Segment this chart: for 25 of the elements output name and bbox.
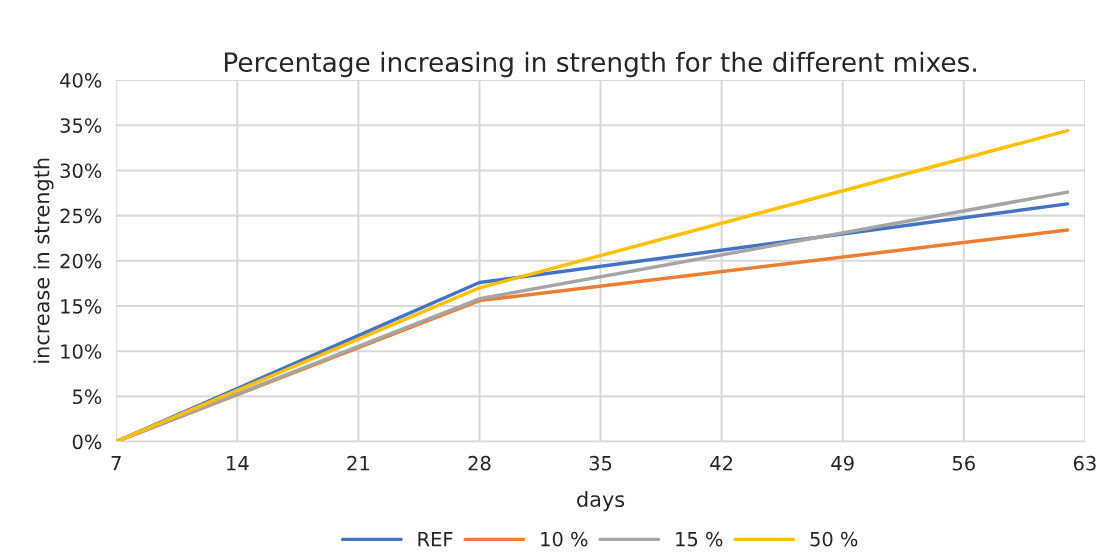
y-tick-label: 20% bbox=[60, 253, 102, 269]
legend-label: 50 % bbox=[810, 531, 858, 547]
y-tick-label: 0% bbox=[72, 434, 102, 450]
x-axis-title: days bbox=[577, 490, 625, 512]
x-tick-label: 42 bbox=[710, 455, 733, 471]
x-tick-label: 7 bbox=[111, 456, 121, 471]
y-tick-label: 5% bbox=[73, 389, 102, 405]
y-tick-label: 25% bbox=[60, 208, 102, 224]
legend-label: 15 % bbox=[676, 531, 723, 547]
x-tick-label: 14 bbox=[227, 456, 249, 471]
y-axis-title: increase in strength bbox=[33, 158, 54, 363]
x-tick-label: 35 bbox=[589, 455, 612, 471]
x-tick-label: 49 bbox=[831, 455, 854, 471]
chart-title: Percentage increasing in strength for the different mixes. bbox=[224, 51, 976, 78]
y-tick-label: 35% bbox=[60, 118, 102, 133]
x-tick-label: 63 bbox=[1073, 455, 1096, 471]
legend-label: 10 % bbox=[541, 531, 588, 547]
x-tick-label: 28 bbox=[468, 455, 491, 471]
y-tick-label: 40% bbox=[60, 73, 102, 88]
x-tick-label: 56 bbox=[952, 455, 975, 471]
legend-label: REF bbox=[418, 532, 453, 547]
y-tick-label: 15% bbox=[61, 298, 102, 314]
x-tick-label: 21 bbox=[347, 455, 369, 471]
y-tick-label: 30% bbox=[60, 163, 102, 179]
y-tick-label: 10% bbox=[61, 344, 102, 359]
